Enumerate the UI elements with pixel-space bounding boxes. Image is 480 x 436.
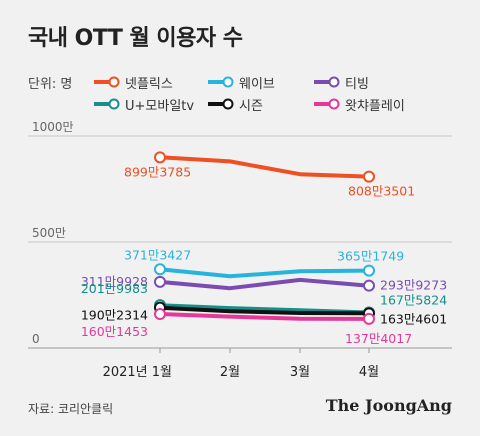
end-value-label: 137만4017 <box>345 331 412 346</box>
start-value-label: 160만1453 <box>81 324 148 339</box>
series-line <box>159 155 370 179</box>
legend-label: 티빙 <box>345 76 369 92</box>
y-tick-label: 1000만 <box>32 120 74 134</box>
legend-marker-icon <box>314 98 340 110</box>
x-tick-label: 4월 <box>359 365 379 380</box>
data-point <box>154 263 166 276</box>
legend-item-umobiletv: U+모바일tv <box>92 94 194 114</box>
data-point <box>363 264 375 277</box>
legend-marker-icon <box>94 98 120 110</box>
start-value-label: 201만9983 <box>81 281 148 296</box>
legend-item-tving: 티빙 <box>312 72 369 92</box>
x-tick-label: 2021년 1월 <box>103 365 172 380</box>
legend-marker-icon <box>314 76 340 88</box>
data-point <box>363 170 375 183</box>
legend-label: 넷플릭스 <box>125 76 173 92</box>
end-value-label: 163만4601 <box>380 311 447 326</box>
legend-marker-icon <box>208 98 234 110</box>
legend-item-wavve: 웨이브 <box>206 72 275 92</box>
y-tick-label: 0 <box>32 332 40 346</box>
series-line <box>159 267 370 279</box>
legend-marker-icon <box>208 76 234 88</box>
source-note: 자료: 코리안클릭 <box>28 402 114 416</box>
chart-title: 국내 OTT 월 이용자 수 <box>28 26 243 51</box>
legend-label: 시즌 <box>239 98 263 114</box>
data-point <box>154 151 166 164</box>
legend-label: 왓챠플레이 <box>345 98 405 114</box>
start-value-label: 190만2314 <box>81 308 148 323</box>
end-value-label: 365만1749 <box>337 249 404 264</box>
legend-marker-icon <box>94 76 120 88</box>
series-line <box>159 277 370 291</box>
unit-label: 단위: 명 <box>28 77 73 92</box>
end-value-label: 808만3501 <box>348 184 415 199</box>
series-line <box>159 305 370 316</box>
data-point <box>363 279 375 292</box>
series-line <box>159 312 370 321</box>
y-tick-label: 500만 <box>32 226 66 240</box>
legend-item-seezn: 시즌 <box>206 94 263 114</box>
end-value-label: 167만5824 <box>380 292 447 307</box>
start-value-label: 899만3785 <box>124 164 191 179</box>
start-value-label: 311만9928 <box>81 274 148 289</box>
data-point <box>154 275 166 288</box>
end-value-label: 293만9273 <box>380 278 447 293</box>
legend-item-watcha: 왓챠플레이 <box>312 94 405 114</box>
legend-label: 웨이브 <box>239 76 275 92</box>
x-tick-label: 2월 <box>220 365 240 380</box>
data-point <box>363 312 375 325</box>
start-value-label: 371만3427 <box>124 247 191 262</box>
legend-label: U+모바일tv <box>125 98 195 114</box>
data-point <box>154 308 166 321</box>
x-tick-label: 3월 <box>290 365 310 380</box>
brand-logo: The JoongAng <box>325 396 452 415</box>
legend-item-netflix: 넷플릭스 <box>92 72 173 92</box>
